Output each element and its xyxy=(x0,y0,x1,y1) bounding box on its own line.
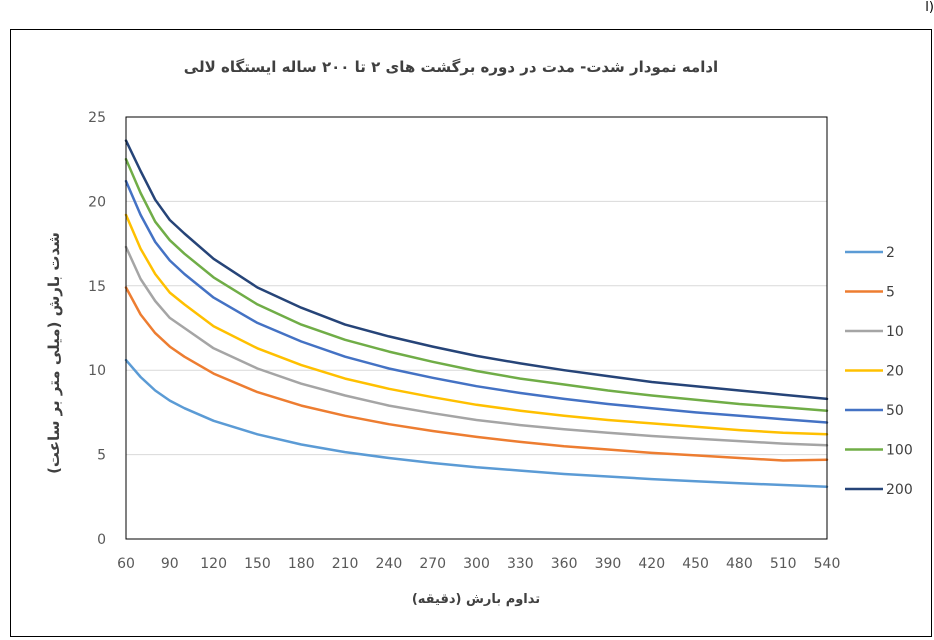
y-axis-label: شدت بارش (میلی متر بر ساعت) xyxy=(45,232,63,474)
x-tick-label: 510 xyxy=(770,556,797,572)
series-line-100 xyxy=(124,157,829,412)
intensity-duration-chart: ادامه نمودار شدت- مدت در دوره برگشت های … xyxy=(45,58,913,607)
x-tick-label: 330 xyxy=(507,556,534,572)
x-tick-label: 60 xyxy=(117,556,135,572)
x-tick-label: 390 xyxy=(595,556,622,572)
x-tick-label: 420 xyxy=(638,556,665,572)
series-line-20 xyxy=(124,213,829,436)
legend-label-10: 10 xyxy=(886,324,904,340)
plot-area-border xyxy=(125,116,828,540)
y-tick-label: 10 xyxy=(88,363,106,379)
y-tick-label: 15 xyxy=(88,279,106,295)
x-tick-label: 90 xyxy=(161,556,179,572)
x-tick-label: 150 xyxy=(244,556,271,572)
series-layer xyxy=(124,139,829,488)
x-tick-label: 210 xyxy=(332,556,359,572)
legend-label-5: 5 xyxy=(886,285,895,301)
y-axis-ticks: 0 5 10 15 20 25 xyxy=(88,110,106,548)
chart-frame: ادامه نمودار شدت- مدت در دوره برگشت های … xyxy=(10,29,932,637)
corner-mark: ا) xyxy=(925,0,934,15)
y-tick-label: 25 xyxy=(88,110,106,126)
chart-title: ادامه نمودار شدت- مدت در دوره برگشت های … xyxy=(184,58,718,76)
legend-label-2: 2 xyxy=(886,245,895,261)
x-axis-label: تداوم بارش (دقیقه) xyxy=(412,592,540,607)
x-tick-label: 540 xyxy=(814,556,841,572)
y-tick-label: 0 xyxy=(97,532,106,548)
legend: 2 5 10 20 50 100 200 xyxy=(845,245,913,498)
series-line-50 xyxy=(124,179,829,424)
legend-label-50: 50 xyxy=(886,403,904,419)
x-tick-label: 180 xyxy=(288,556,315,572)
x-tick-label: 120 xyxy=(200,556,227,572)
legend-label-100: 100 xyxy=(886,443,913,459)
series-line-5 xyxy=(124,286,829,462)
x-axis-ticks: 60 90 120 150 180 210 240 270 300 330 360 390 420 450… xyxy=(117,556,840,572)
grid-layer xyxy=(126,116,827,540)
y-tick-label: 5 xyxy=(97,448,106,464)
series-line-200 xyxy=(124,139,829,401)
plot-border xyxy=(125,116,828,540)
legend-label-200: 200 xyxy=(886,482,913,498)
series-line-2 xyxy=(124,358,829,488)
x-tick-label: 270 xyxy=(419,556,446,572)
series-line-10 xyxy=(124,245,829,447)
x-tick-label: 450 xyxy=(682,556,709,572)
x-tick-label: 480 xyxy=(726,556,753,572)
y-tick-label: 20 xyxy=(88,194,106,210)
x-tick-label: 300 xyxy=(463,556,490,572)
x-tick-label: 360 xyxy=(551,556,578,572)
x-tick-label: 240 xyxy=(376,556,403,572)
legend-label-20: 20 xyxy=(886,364,904,380)
